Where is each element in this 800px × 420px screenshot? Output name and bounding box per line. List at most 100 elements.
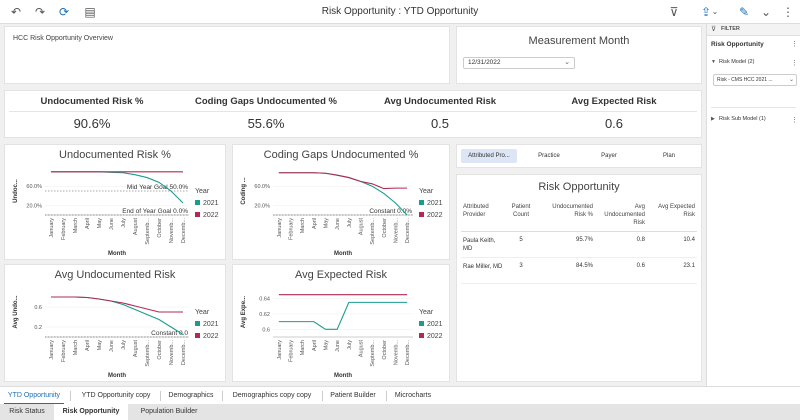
x-tick-label: October	[382, 340, 388, 360]
x-tick-label: July	[121, 340, 127, 350]
table-row[interactable]: Rae Miller, MD 3 84.5% 0.6 23.1	[457, 261, 701, 283]
series-line-2022[interactable]	[278, 172, 408, 190]
segment-practice[interactable]: Practice	[538, 153, 560, 159]
tab-risk-opportunity[interactable]: Risk Opportunity	[54, 404, 128, 420]
legend-label[interactable]: 2021	[203, 321, 219, 328]
legend-swatch[interactable]	[419, 200, 424, 205]
series-line-2022[interactable]	[51, 296, 183, 313]
legend-label[interactable]: 2022	[427, 212, 443, 219]
series-line-2021[interactable]	[278, 301, 408, 330]
x-tick-label: October	[382, 218, 388, 238]
legend-swatch[interactable]	[195, 321, 200, 326]
overview-card: HCC Risk Opportunity Overview	[4, 26, 450, 84]
legend-swatch[interactable]	[419, 333, 424, 338]
segment-attributed-provider[interactable]: Attributed Pro...	[461, 149, 517, 163]
tab-ytd-opportunity[interactable]: YTD Opportunity	[4, 387, 64, 405]
column-header: Attributed Provider	[463, 204, 489, 218]
filter-icon[interactable]: ⊽	[669, 5, 679, 19]
legend-label[interactable]: 2022	[203, 212, 219, 219]
tab-ytd-opportunity-copy[interactable]: YTD Opportunity copy	[81, 392, 151, 399]
x-tick-label: April	[85, 218, 91, 229]
risk-model-select[interactable]: Risk - CMS HCC 2021 ... ⌄	[713, 74, 797, 86]
risk-submodel-toggle[interactable]: ▶ Risk Sub Model (1)	[711, 116, 797, 126]
more-icon[interactable]: ⋮	[791, 60, 798, 67]
collapse-icon[interactable]: ⌄	[760, 5, 772, 19]
filter-panel: ⊽ FILTER Risk Opportunity ⋮ ▼ Risk Model…	[706, 24, 800, 386]
tab-risk-status[interactable]: Risk Status	[9, 408, 45, 415]
legend-swatch[interactable]	[195, 212, 200, 217]
y-axis-title: Avg Undo...	[13, 295, 19, 328]
x-tick-label: Decemb...	[405, 218, 411, 244]
legend-swatch[interactable]	[419, 321, 424, 326]
x-tick-label: October	[157, 218, 163, 238]
chart-title: Avg Undocumented Risk	[54, 269, 176, 281]
legend-swatch[interactable]	[419, 212, 424, 217]
y-tick-label: 0.6	[34, 305, 42, 311]
x-axis-title: Month	[108, 251, 126, 257]
y-tick-label: 0.64	[259, 297, 270, 303]
column-header: Avg Undocumented Risk	[604, 204, 645, 226]
legend-label[interactable]: 2022	[203, 333, 219, 340]
legend-title: Year	[195, 309, 210, 316]
line-chart: 0.64 0.62 0.6 Avg Expe... January February Mar…	[241, 294, 443, 379]
x-axis-title: Month	[108, 373, 126, 379]
redo-icon[interactable]: ↷	[34, 5, 46, 19]
series-line-2021[interactable]	[51, 296, 184, 335]
x-tick-label: April	[312, 218, 318, 229]
more-icon[interactable]: ⋮	[782, 5, 794, 19]
more-icon[interactable]: ⋮	[791, 117, 798, 124]
tab-microcharts[interactable]: Microcharts	[394, 392, 432, 399]
column-header: Patient Count	[511, 204, 531, 218]
segment-plan[interactable]: Plan	[662, 153, 675, 159]
y-axis-title: Undoc...	[13, 179, 19, 203]
x-tick-label: May	[97, 218, 103, 229]
share-icon[interactable]: ⇪	[700, 5, 712, 19]
y-tick-label: 0.2	[34, 325, 42, 331]
x-tick-label: Novemb...	[169, 218, 175, 244]
more-icon[interactable]: ⋮	[791, 41, 798, 48]
legend-swatch[interactable]	[195, 333, 200, 338]
table-row[interactable]: Paula Keith, MD 5 95.7% 0.8 10.4	[457, 235, 701, 257]
cell-avg-undocumented: 0.6	[636, 263, 645, 269]
tab-patient-builder[interactable]: Patient Builder	[330, 392, 376, 399]
measurement-select[interactable]: 12/31/2022 ⌄	[463, 57, 575, 69]
tab-separator	[386, 391, 387, 401]
tab-demographics[interactable]: Demographics	[168, 392, 214, 399]
risk-model-toggle[interactable]: ▼ Risk Model (2)	[711, 59, 797, 69]
measurement-title: Measurement Month	[528, 35, 630, 47]
x-tick-label: August	[133, 218, 139, 236]
y-tick-label: 0.62	[259, 312, 270, 318]
row-divider	[461, 257, 697, 258]
cell-undocumented-risk: 84.5%	[575, 263, 593, 269]
y-tick-label: 20.0%	[254, 203, 270, 209]
undo-icon[interactable]: ↶	[10, 5, 22, 19]
legend-swatch[interactable]	[195, 200, 200, 205]
legend-label[interactable]: 2021	[203, 200, 219, 207]
chevron-down-icon[interactable]: ⌄	[711, 7, 719, 16]
refresh-icon[interactable]: ⟳	[58, 5, 70, 19]
notes-icon[interactable]: ▤	[84, 5, 96, 19]
tab-population-builder[interactable]: Population Builder	[140, 408, 198, 415]
segment-payer[interactable]: Payer	[601, 153, 617, 159]
x-tick-label: January	[277, 218, 283, 238]
measurement-value: 12/31/2022	[468, 59, 501, 66]
edit-icon[interactable]: ✎	[738, 5, 750, 19]
x-tick-label: March	[300, 340, 306, 355]
x-tick-label: August	[133, 340, 139, 358]
dashboard-canvas: HCC Risk Opportunity Overview Measuremen…	[0, 24, 706, 386]
legend-title: Year	[419, 188, 434, 195]
x-tick-label: January	[49, 218, 55, 238]
legend-label[interactable]: 2021	[427, 200, 443, 207]
y-tick-label: 60.0%	[254, 184, 270, 190]
x-tick-label: July	[347, 340, 353, 350]
filter-divider	[711, 107, 796, 108]
cell-avg-expected: 23.1	[683, 263, 695, 269]
top-toolbar: ↶ ↷ ⟳ ▤ Risk Opportunity : YTD Opportuni…	[0, 0, 800, 24]
x-tick-label: Septemb...	[145, 218, 151, 245]
legend-label[interactable]: 2022	[427, 333, 443, 340]
tab-separator	[160, 391, 161, 401]
x-tick-label: June	[335, 218, 341, 230]
y-tick-label: 20.0%	[26, 203, 42, 209]
legend-label[interactable]: 2021	[427, 321, 443, 328]
tab-demographics-copy-copy[interactable]: Demographics copy copy	[232, 392, 312, 399]
